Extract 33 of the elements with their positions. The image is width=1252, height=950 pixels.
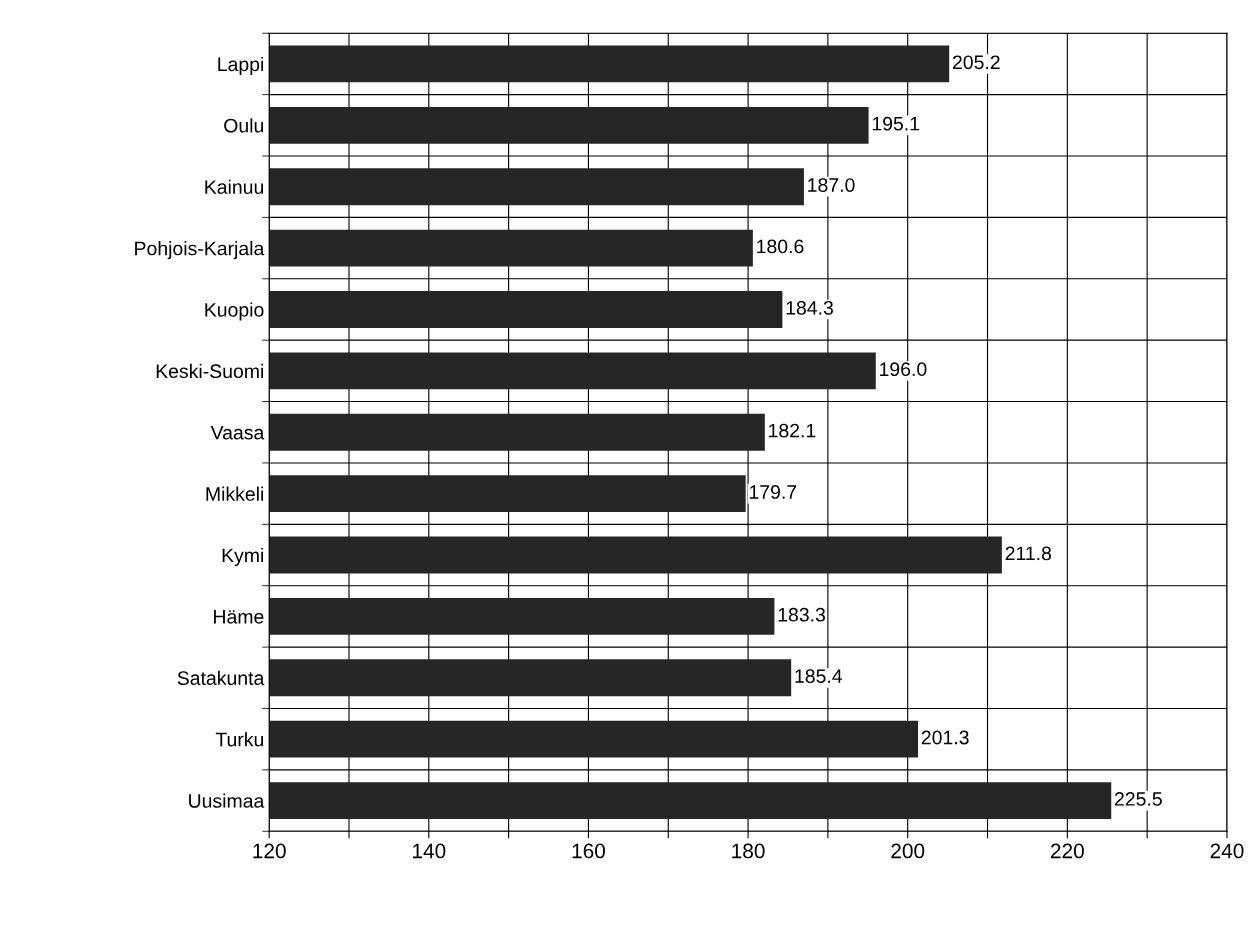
y-tick-label: Lappi <box>218 56 264 76</box>
x-tick-label: 140 <box>413 843 446 859</box>
data-label: 196.0 <box>880 362 927 377</box>
y-tick-label: Häme <box>214 610 264 624</box>
data-label: 187.0 <box>808 178 855 192</box>
x-tick-label: 180 <box>732 843 765 859</box>
data-label: 205.2 <box>952 55 1000 70</box>
data-label: 201.3 <box>921 730 969 745</box>
data-label: 225.5 <box>1114 792 1162 806</box>
y-tick-label: Satakunta <box>177 670 265 686</box>
y-tick-label: Vaasa <box>210 425 265 440</box>
y-tick-label: Kuopio <box>205 302 264 321</box>
y-tick-label: Oulu <box>224 118 264 133</box>
x-tick-label: 200 <box>891 843 925 859</box>
y-tick-label: Kymi <box>222 547 264 567</box>
data-label: 195.1 <box>872 116 920 131</box>
y-tick-label: Keski-Suomi <box>156 363 264 379</box>
y-tick-label: Pohjois-Karjala <box>135 241 265 260</box>
x-tick-label: 160 <box>572 843 606 859</box>
data-label: 179.7 <box>749 485 797 499</box>
x-tick-label: 220 <box>1051 843 1084 859</box>
data-label: 211.8 <box>1005 546 1052 561</box>
y-tick-label: Uusimaa <box>189 793 265 808</box>
data-label: 182.1 <box>769 423 816 438</box>
data-label: 183.3 <box>778 607 825 622</box>
x-tick-label: 120 <box>253 843 286 859</box>
x-tick-label: 240 <box>1210 843 1244 859</box>
data-label: 184.3 <box>786 300 833 315</box>
data-label: 180.6 <box>757 239 804 254</box>
y-tick-label: Kainuu <box>205 179 264 194</box>
y-tick-label: Turku <box>215 732 264 747</box>
data-label: 185.4 <box>795 669 843 684</box>
y-tick-label: Mikkeli <box>206 486 264 501</box>
